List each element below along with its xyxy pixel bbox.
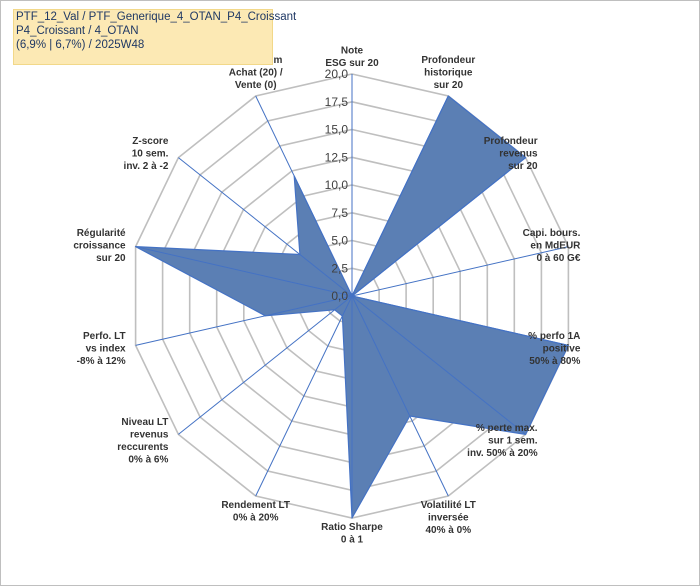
tick-label: 15,0: [325, 123, 349, 137]
tick-label: 0,0: [331, 289, 348, 303]
tick-label: 2,5: [331, 261, 348, 275]
axis-label-line: 0% à 20%: [233, 513, 279, 524]
axis-label-line: 0 à 60 G€: [536, 253, 580, 264]
axis-label-line: inv. 50% à 20%: [467, 448, 538, 459]
axis-label-line: positive: [543, 343, 581, 354]
axis-label-line: Ratio Sharpe: [321, 522, 383, 533]
tick-label: 10,0: [325, 178, 349, 192]
axis-label: Régularité croissance sur 20: [73, 228, 126, 264]
axis-label: Profondeur revenus sur 20: [484, 136, 538, 172]
axis-label-line: Rendement LT: [221, 500, 290, 511]
axis-label: Perfo. LT vs index -8% à 12%: [77, 331, 126, 367]
axis-label: Capi. bours. en MdEUR 0 à 60 G€: [523, 228, 582, 264]
axis-label-line: sur 1 sem.: [488, 436, 538, 447]
axis-label-line: Niveau LT: [121, 417, 168, 428]
axis-spoke: [351, 295, 449, 497]
radar-axes: [135, 74, 569, 518]
axis-label-line: Note: [341, 46, 364, 57]
radar-ticks: 0,0 2,5 5,0 7,5 10,0 12,5 15,0 17,5 20,0: [325, 67, 349, 303]
axis-label-line: revenus: [499, 148, 538, 159]
axis-spoke: [255, 95, 353, 297]
axis-spoke: [255, 295, 353, 497]
tick-label: 17,5: [325, 95, 349, 109]
axis-spoke: [135, 246, 353, 297]
tick-label: 5,0: [331, 234, 348, 248]
axis-label-line: croissance: [73, 241, 126, 252]
axis-label: Niveau LT revenus reccurents 0% à 6%: [117, 417, 169, 466]
axis-label-line: 40% à 0%: [426, 525, 472, 536]
axis-label: % perfo 1A positive 50% à 80%: [528, 331, 581, 367]
axis-label-line: 10 sem.: [132, 148, 169, 159]
axis-label: Ratio Sharpe 0 à 1: [321, 522, 383, 546]
axis-label-line: inversée: [428, 513, 469, 524]
axis-label-line: 50% à 80%: [529, 356, 580, 367]
axis-label-line: % perfo 1A: [528, 331, 580, 342]
radar-axis-labels: Note ESG sur 20 Profondeur historique sur 20…: [73, 46, 581, 546]
axis-label: Z-score 10 sem. inv. 2 à -2: [124, 136, 169, 172]
axis-spoke: [351, 246, 569, 297]
axis-label-line: Profondeur: [484, 136, 538, 147]
axis-label-line: Profondeur: [421, 55, 475, 66]
axis-label-line: -8% à 12%: [77, 356, 126, 367]
axis-label-line: reccurents: [117, 442, 169, 453]
axis-spoke: [351, 295, 569, 346]
tick-label: 20,0: [325, 67, 349, 81]
axis-label-line: Capi. bours.: [523, 228, 581, 239]
axis-label-line: inv. 2 à -2: [124, 161, 169, 172]
axis-label-line: Z-score: [132, 136, 169, 147]
title-line-3: (6,9% | 6,7%) / 2025W48: [16, 39, 145, 51]
axis-label-line: 0 à 1: [341, 535, 364, 546]
axis-label-line: Régularité: [77, 228, 126, 239]
axis-label-line: sur 20: [434, 80, 464, 91]
axis-label-line: Vente (0): [235, 80, 277, 91]
axis-label: Profondeur historique sur 20: [421, 55, 475, 91]
axis-spoke: [135, 295, 353, 346]
axis-label-line: historique: [424, 68, 473, 79]
tick-label: 12,5: [325, 150, 349, 164]
axis-label-line: en MdEUR: [530, 241, 581, 252]
title-box: PTF_12_Val / PTF_Generique_4_OTAN_P4_Cro…: [13, 9, 297, 65]
axis-spoke: [178, 295, 353, 435]
axis-label-line: Volatilité LT: [421, 500, 476, 511]
tick-label: 7,5: [331, 206, 348, 220]
axis-label-line: Achat (20) /: [229, 68, 283, 79]
title-line-1: PTF_12_Val / PTF_Generique_4_OTAN_P4_Cro…: [16, 11, 297, 23]
title-line-2: P4_Croissant / 4_OTAN: [16, 25, 139, 37]
axis-label: Note ESG sur 20: [325, 46, 379, 70]
axis-label: Volatilité LT inversée 40% à 0%: [421, 500, 476, 536]
axis-label-line: ESG sur 20: [325, 58, 379, 69]
axis-label-line: Perfo. LT: [83, 331, 126, 342]
axis-spoke: [351, 295, 526, 435]
axis-label: % perte max. sur 1 sem. inv. 50% à 20%: [467, 423, 538, 459]
axis-spoke: [351, 95, 449, 297]
axis-label-line: 0% à 6%: [128, 454, 168, 465]
axis-label-line: % perte max.: [476, 423, 538, 434]
axis-label-line: revenus: [130, 429, 169, 440]
axis-label-line: vs index: [86, 343, 126, 354]
axis-label-line: sur 20: [96, 253, 126, 264]
axis-label-line: sur 20: [508, 161, 538, 172]
axis-spoke: [351, 157, 526, 297]
axis-spoke: [178, 157, 353, 297]
axis-label: Rendement LT 0% à 20%: [221, 500, 290, 524]
